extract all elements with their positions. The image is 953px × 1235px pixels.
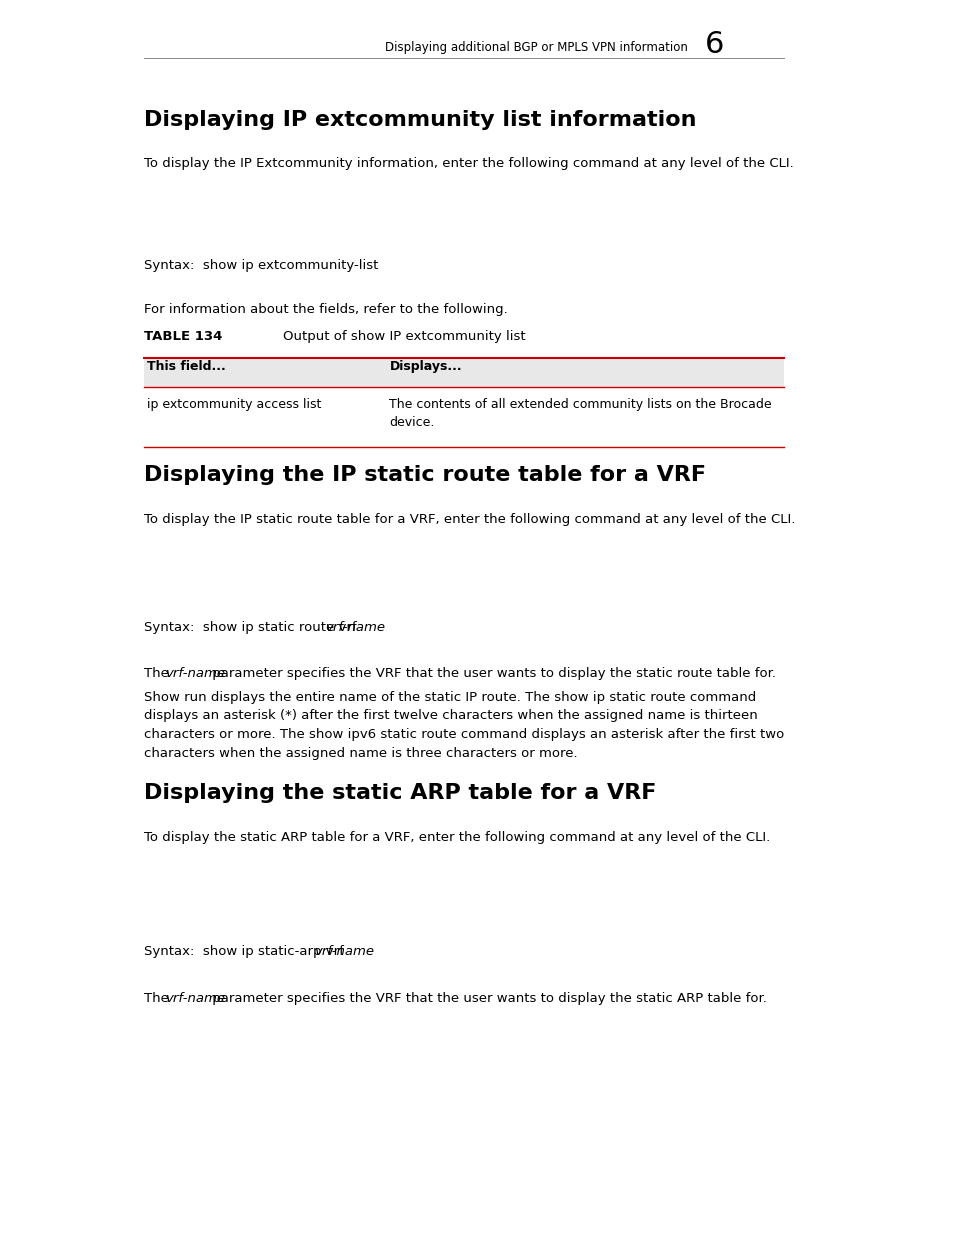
Text: To display the IP static route table for a VRF, enter the following command at a: To display the IP static route table for…	[144, 513, 794, 526]
FancyBboxPatch shape	[144, 358, 782, 387]
Text: parameter specifies the VRF that the user wants to display the static ARP table : parameter specifies the VRF that the use…	[208, 992, 766, 1005]
Text: The contents of all extended community lists on the Brocade: The contents of all extended community l…	[389, 398, 771, 411]
Text: parameter specifies the VRF that the user wants to display the static route tabl: parameter specifies the VRF that the use…	[208, 667, 775, 680]
Text: characters or more. The show ipv6 static route command displays an asterisk afte: characters or more. The show ipv6 static…	[144, 727, 783, 741]
Text: Displaying additional BGP or MPLS VPN information: Displaying additional BGP or MPLS VPN in…	[384, 41, 687, 54]
Text: vrf-name: vrf-name	[325, 620, 385, 634]
Text: To display the IP Extcommunity information, enter the following command at any l: To display the IP Extcommunity informati…	[144, 157, 793, 170]
Text: Syntax:  show ip extcommunity-list: Syntax: show ip extcommunity-list	[144, 258, 377, 272]
Text: Syntax:  show ip static route vrf: Syntax: show ip static route vrf	[144, 620, 360, 634]
Text: Output of show IP extcommunity list: Output of show IP extcommunity list	[282, 330, 525, 343]
Text: Displaying the static ARP table for a VRF: Displaying the static ARP table for a VR…	[144, 783, 656, 803]
Text: TABLE 134: TABLE 134	[144, 330, 222, 343]
Text: Show run displays the entire name of the static IP route. The show ip static rou: Show run displays the entire name of the…	[144, 690, 755, 704]
Text: Displaying the IP static route table for a VRF: Displaying the IP static route table for…	[144, 466, 705, 485]
Text: displays an asterisk (*) after the first twelve characters when the assigned nam: displays an asterisk (*) after the first…	[144, 709, 757, 722]
Text: 6: 6	[704, 31, 723, 59]
Text: Syntax:  show ip static-arp vrf: Syntax: show ip static-arp vrf	[144, 945, 348, 958]
Text: Displays...: Displays...	[389, 359, 461, 373]
Text: This field...: This field...	[147, 359, 225, 373]
Text: The: The	[144, 667, 172, 680]
Text: For information about the fields, refer to the following.: For information about the fields, refer …	[144, 303, 507, 316]
Text: To display the static ARP table for a VRF, enter the following command at any le: To display the static ARP table for a VR…	[144, 830, 769, 844]
Text: vrf-name: vrf-name	[314, 945, 374, 958]
Text: The: The	[144, 992, 172, 1005]
Text: Displaying IP extcommunity list information: Displaying IP extcommunity list informat…	[144, 110, 696, 130]
Text: characters when the assigned name is three characters or more.: characters when the assigned name is thr…	[144, 746, 577, 760]
Text: ip extcommunity access list: ip extcommunity access list	[147, 398, 320, 411]
Text: vrf-name: vrf-name	[165, 992, 225, 1005]
Text: device.: device.	[389, 415, 435, 429]
Text: vrf-name: vrf-name	[165, 667, 225, 680]
